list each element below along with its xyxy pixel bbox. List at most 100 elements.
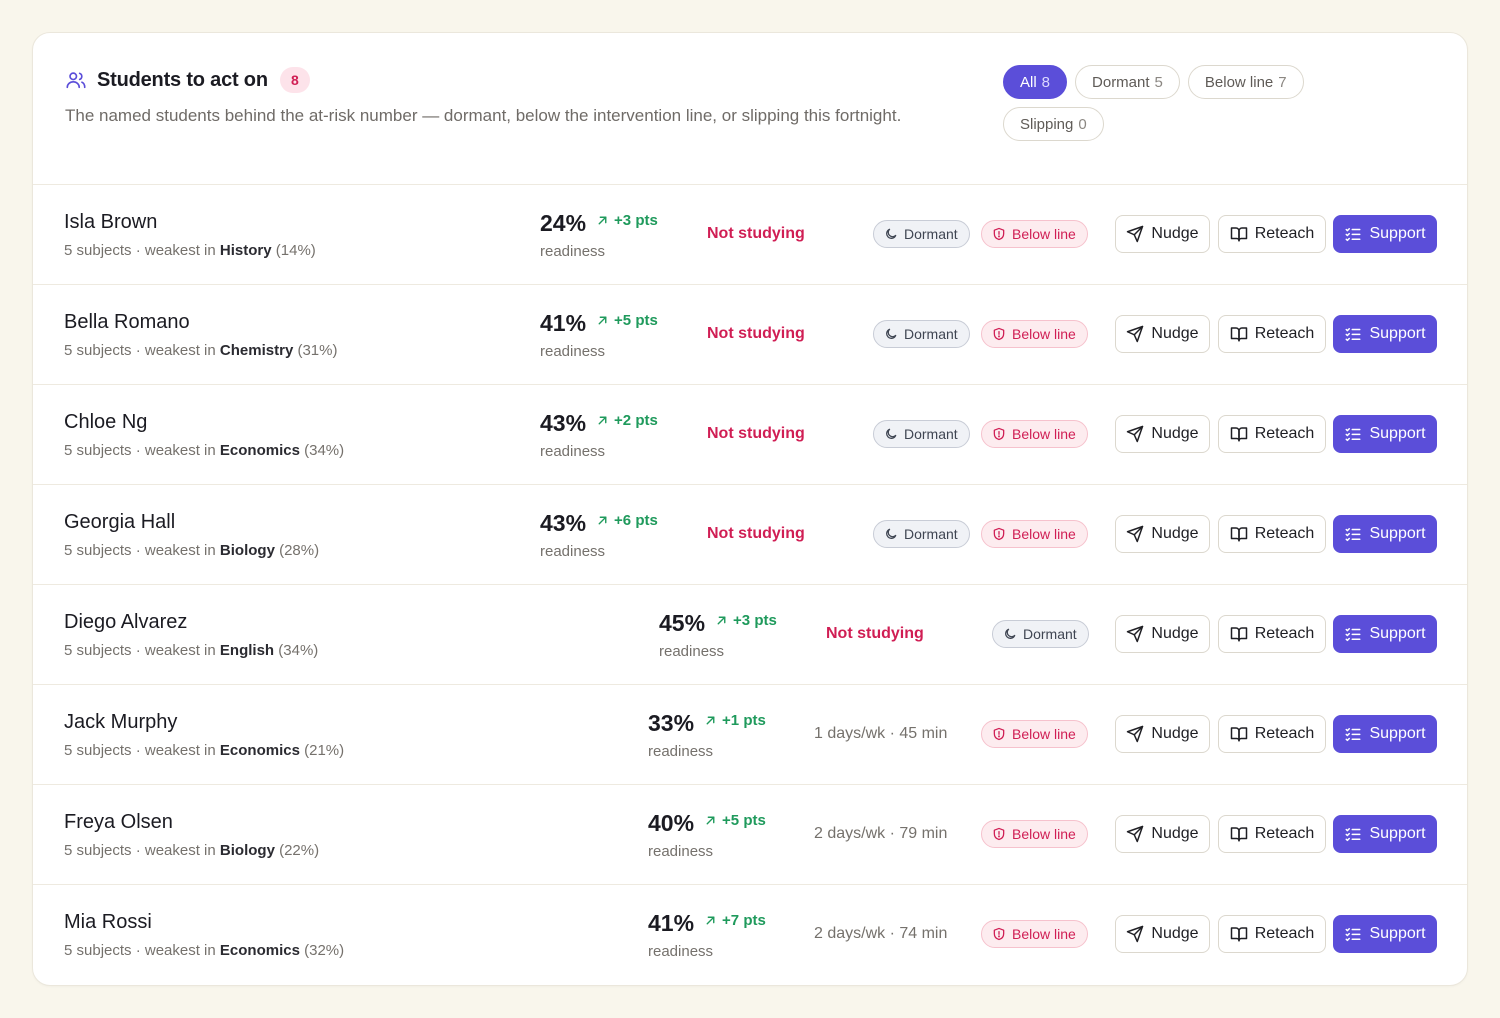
weakest-percent: (34%) — [278, 642, 319, 659]
reteach-button[interactable]: Reteach — [1218, 215, 1326, 253]
nudge-button[interactable]: Nudge — [1115, 615, 1210, 653]
nudge-button[interactable]: Nudge — [1115, 515, 1210, 553]
readiness-metric: 40% +5 pts — [648, 810, 766, 837]
student-meta: 5 subjects · weakest in Chemistry (31%) — [64, 342, 337, 359]
nudge-button[interactable]: Nudge — [1115, 315, 1210, 353]
nudge-button[interactable]: Nudge — [1115, 915, 1210, 953]
send-icon — [1126, 425, 1144, 443]
student-meta: 5 subjects · weakest in History (14%) — [64, 242, 316, 259]
reteach-button[interactable]: Reteach — [1218, 715, 1326, 753]
filter-chip-label: All — [1020, 73, 1037, 91]
readiness-label: readiness — [540, 443, 606, 460]
support-button[interactable]: Support — [1333, 915, 1437, 953]
reteach-button[interactable]: Reteach — [1218, 615, 1326, 653]
reteach-label: Reteach — [1254, 825, 1315, 842]
readiness-delta: +3 pts — [715, 612, 777, 629]
support-button[interactable]: Support — [1333, 815, 1437, 853]
reteach-label: Reteach — [1254, 725, 1315, 742]
delta-text: +5 pts — [722, 812, 766, 829]
moon-icon — [884, 227, 898, 241]
arrow-up-right-icon — [704, 714, 717, 727]
readiness-percent: 43% — [540, 410, 587, 436]
readiness-metric: 43% +6 pts — [540, 510, 658, 537]
nudge-button[interactable]: Nudge — [1115, 715, 1210, 753]
filter-chip-dormant[interactable]: Dormant 5 — [1075, 65, 1180, 99]
student-name[interactable]: Chloe Ng — [64, 411, 148, 433]
dormant-label: Dormant — [904, 526, 958, 542]
reteach-label: Reteach — [1254, 625, 1315, 642]
filter-chip-count: 8 — [1041, 73, 1051, 91]
filter-chip-below-line[interactable]: Below line 7 — [1187, 65, 1304, 99]
arrow-up-right-icon — [704, 814, 717, 827]
readiness-percent: 40% — [648, 810, 695, 836]
support-button[interactable]: Support — [1333, 315, 1437, 353]
below-line-label: Below line — [1012, 426, 1076, 442]
nudge-button[interactable]: Nudge — [1115, 815, 1210, 853]
reteach-button[interactable]: Reteach — [1218, 815, 1326, 853]
delta-text: +7 pts — [722, 912, 766, 929]
page-subtitle: The named students behind the at-risk nu… — [65, 106, 902, 125]
delta-text: +6 pts — [614, 512, 658, 529]
nudge-button[interactable]: Nudge — [1115, 415, 1210, 453]
student-name[interactable]: Bella Romano — [64, 311, 190, 333]
reteach-label: Reteach — [1254, 325, 1315, 342]
below-line-label: Below line — [1012, 926, 1076, 942]
support-button[interactable]: Support — [1333, 415, 1437, 453]
student-row: Freya Olsen 5 subjects · weakest in Biolo… — [33, 785, 1467, 885]
subjects-prefix: 5 subjects · weakest in — [64, 642, 216, 659]
filter-chip-slipping[interactable]: Slipping 0 — [1003, 107, 1104, 141]
support-label: Support — [1369, 425, 1426, 442]
readiness-delta: +3 pts — [596, 212, 658, 229]
moon-icon — [884, 427, 898, 441]
shield-alert-icon — [992, 927, 1006, 941]
delta-text: +3 pts — [614, 212, 658, 229]
reteach-button[interactable]: Reteach — [1218, 915, 1326, 953]
book-open-icon — [1230, 925, 1248, 943]
support-button[interactable]: Support — [1333, 715, 1437, 753]
student-meta: 5 subjects · weakest in Economics (34%) — [64, 442, 344, 459]
readiness-delta: +2 pts — [596, 412, 658, 429]
dormant-badge: Dormant — [992, 620, 1089, 648]
activity-status: Not studying — [707, 325, 805, 342]
support-button[interactable]: Support — [1333, 615, 1437, 653]
support-button[interactable]: Support — [1333, 215, 1437, 253]
nudge-button[interactable]: Nudge — [1115, 215, 1210, 253]
weakest-subject: Biology — [219, 842, 275, 859]
reteach-button[interactable]: Reteach — [1218, 315, 1326, 353]
dormant-label: Dormant — [904, 226, 958, 242]
list-checks-icon — [1344, 425, 1362, 443]
below-line-badge: Below line — [981, 820, 1088, 848]
student-name[interactable]: Georgia Hall — [64, 511, 176, 533]
nudge-label: Nudge — [1151, 525, 1199, 542]
delta-text: +5 pts — [614, 312, 658, 329]
filter-chip-count: 5 — [1154, 73, 1163, 91]
send-icon — [1126, 525, 1144, 543]
subjects-prefix: 5 subjects · weakest in — [64, 742, 216, 759]
weakest-subject: Economics — [219, 742, 300, 759]
reteach-button[interactable]: Reteach — [1218, 515, 1326, 553]
moon-icon — [884, 327, 898, 341]
shield-alert-icon — [992, 527, 1006, 541]
support-button[interactable]: Support — [1333, 515, 1437, 553]
student-name[interactable]: Isla Brown — [64, 211, 158, 233]
nudge-label: Nudge — [1151, 825, 1199, 842]
dormant-badge: Dormant — [873, 420, 970, 448]
student-row: Bella Romano 5 subjects · weakest in Chem… — [33, 285, 1467, 385]
filter-chip-all[interactable]: All 8 — [1003, 65, 1068, 99]
nudge-label: Nudge — [1151, 725, 1199, 742]
activity-status: 2 days/wk · 79 min — [814, 825, 948, 842]
student-name[interactable]: Mia Rossi — [64, 911, 152, 933]
student-name[interactable]: Diego Alvarez — [64, 611, 188, 633]
arrow-up-right-icon — [596, 314, 609, 327]
subjects-prefix: 5 subjects · weakest in — [64, 842, 216, 859]
reteach-button[interactable]: Reteach — [1218, 415, 1326, 453]
shield-alert-icon — [992, 427, 1006, 441]
moon-icon — [1003, 627, 1017, 641]
readiness-percent: 43% — [540, 510, 587, 536]
student-meta: 5 subjects · weakest in Biology (22%) — [64, 842, 319, 859]
support-label: Support — [1369, 625, 1426, 642]
weakest-subject: Economics — [219, 942, 300, 959]
student-name[interactable]: Jack Murphy — [64, 711, 178, 733]
student-name[interactable]: Freya Olsen — [64, 811, 173, 833]
readiness-metric: 24% +3 pts — [540, 210, 658, 237]
